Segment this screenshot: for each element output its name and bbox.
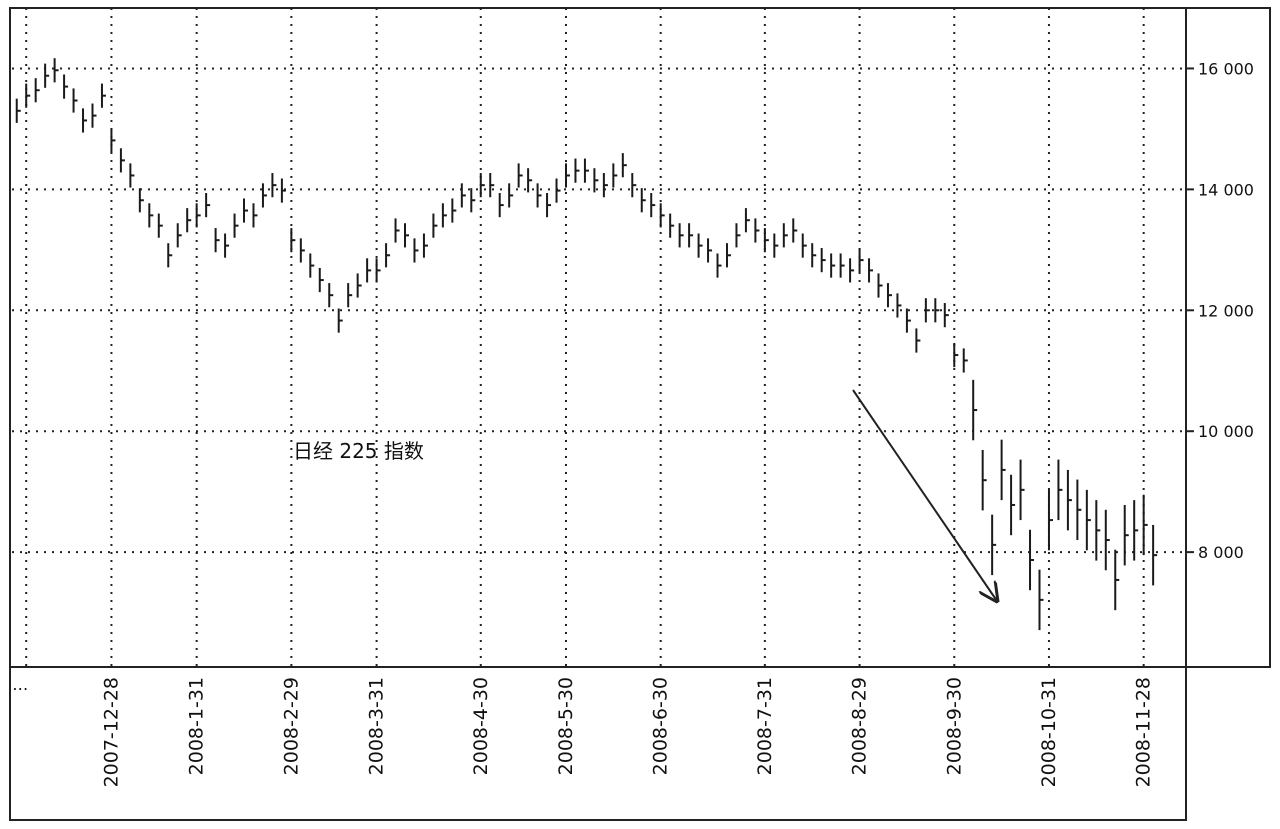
date-frame bbox=[9, 666, 1187, 821]
y-tick-label: 10 000 bbox=[1198, 422, 1254, 441]
x-tick-label: 2008-5-30 bbox=[555, 677, 577, 775]
y-tick-label: 16 000 bbox=[1198, 59, 1254, 78]
x-tick-label: 2008-3-31 bbox=[366, 677, 388, 775]
x-tick-label: 2008-2-29 bbox=[280, 677, 302, 775]
y-tick-label: 8 000 bbox=[1198, 543, 1244, 562]
x-tick-label: 2008-10-31 bbox=[1038, 677, 1060, 787]
x-tick-label: 2007-12-28 bbox=[100, 677, 122, 787]
x-tick-label: 2008-7-31 bbox=[754, 677, 776, 775]
y-tick-label: 12 000 bbox=[1198, 301, 1254, 320]
x-tick-label: 2008-4-30 bbox=[470, 677, 492, 775]
y-tick-label: 14 000 bbox=[1198, 180, 1254, 199]
x-tick-label: 2008-1-31 bbox=[186, 677, 208, 775]
x-tick-label: 2008-9-30 bbox=[943, 677, 965, 775]
plot-frame bbox=[9, 7, 1187, 668]
x-tick-label: … bbox=[12, 675, 28, 694]
x-tick-label: 2008-8-29 bbox=[849, 677, 871, 775]
annotation: 日经 225 指数 bbox=[293, 439, 424, 463]
axis-frame bbox=[1185, 7, 1271, 668]
x-tick-label: 2008-6-30 bbox=[650, 677, 672, 775]
x-tick-label: 2008-11-28 bbox=[1133, 677, 1155, 787]
arrow bbox=[852, 389, 997, 601]
